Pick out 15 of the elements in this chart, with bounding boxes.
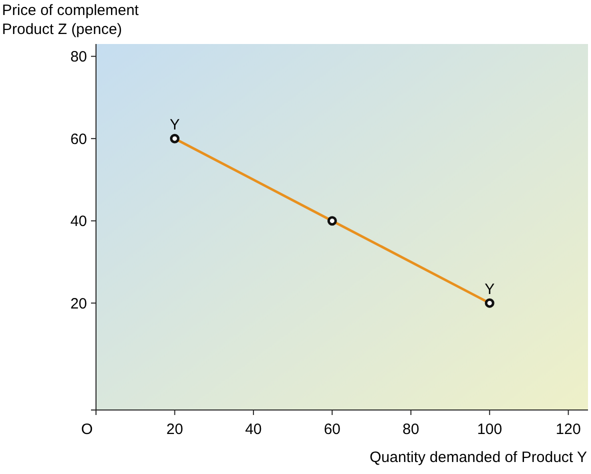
x-axis-title: Quantity demanded of Product Y	[370, 449, 587, 466]
x-tick-label: O	[81, 421, 93, 438]
y-tick-label: 60	[70, 130, 87, 148]
x-tick-label: 60	[324, 421, 341, 438]
x-tick-label: 100	[477, 421, 502, 438]
annotation: Y	[170, 116, 180, 134]
x-tick-label: 80	[402, 421, 420, 438]
y-tick-label: 40	[70, 213, 87, 230]
y-axis-title: Price of complement Product Z (pence)	[2, 2, 140, 38]
x-tick-label: 40	[245, 421, 262, 438]
x-tick-label: 20	[166, 421, 184, 438]
y-tick-label: 80	[70, 48, 87, 66]
annotation: Y	[484, 281, 495, 298]
x-tick-label: 120	[556, 421, 581, 438]
y-tick-label: 20	[70, 295, 87, 312]
